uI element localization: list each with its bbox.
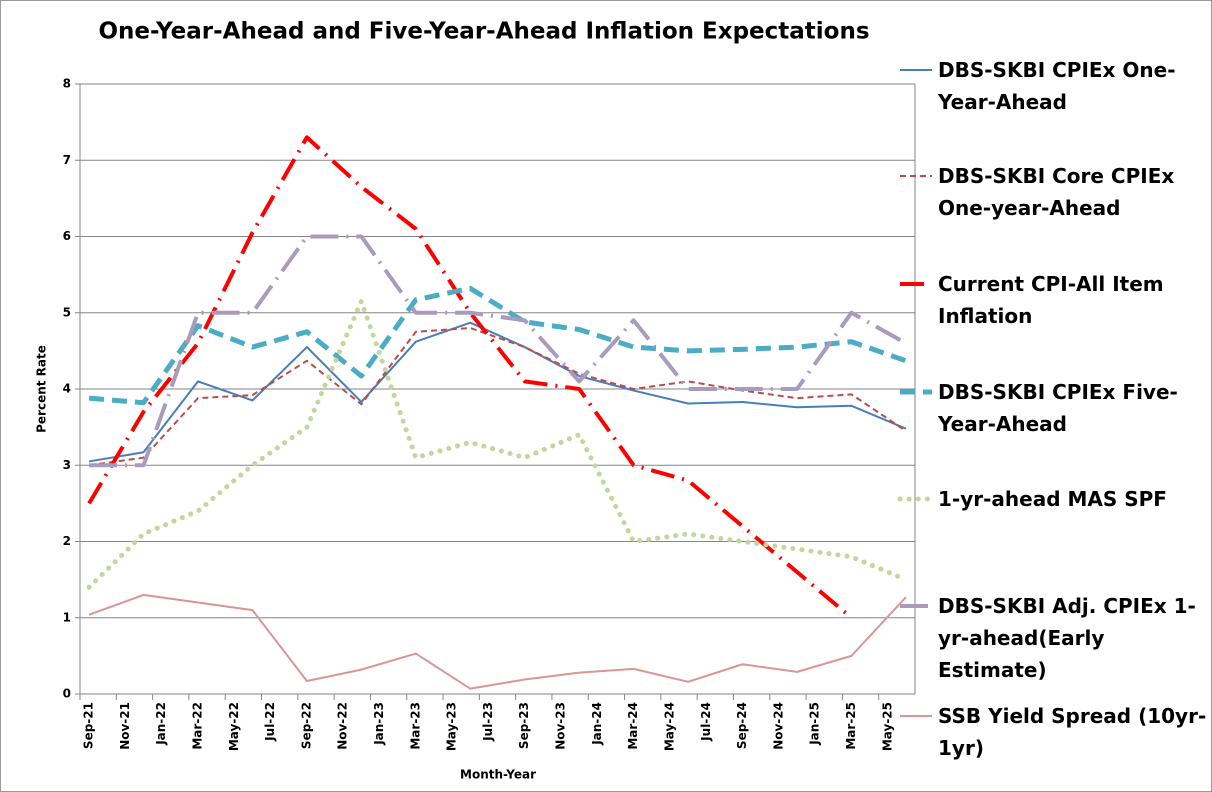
y-tick-label: 8: [63, 77, 71, 91]
x-tick-label: Sep-23: [517, 702, 531, 749]
x-tick-label: May-25: [880, 702, 894, 751]
x-tick-label: Nov-22: [336, 702, 350, 750]
series-line: [88, 321, 907, 463]
x-tick-label: Mar-24: [626, 702, 640, 750]
x-tick-label: Jan-25: [808, 702, 822, 746]
legend-label: SSB Yield Spread (10yr-1yr): [938, 704, 1207, 760]
y-axis-label: Percent Rate: [35, 345, 49, 433]
x-tick-label: May-23: [445, 702, 459, 751]
y-tick-label: 1: [63, 610, 71, 624]
series-line: [86, 298, 909, 590]
series-line: [87, 135, 853, 620]
x-tick-label: Jul-22: [263, 702, 277, 742]
series-line: [88, 593, 907, 690]
legend-label: DBS-SKBI Core CPIEx One-year-Ahead: [938, 164, 1175, 220]
x-tick-label: Sep-21: [82, 702, 96, 749]
x-tick-label: Jan-23: [372, 702, 386, 746]
y-tick-label: 6: [63, 229, 71, 243]
y-tick-label: 3: [63, 458, 71, 472]
x-tick-label: Jan-22: [154, 702, 168, 746]
legend-label: Current CPI-All Item Inflation: [938, 272, 1164, 328]
x-tick-label: Jul-23: [481, 702, 495, 742]
x-tick-label: Sep-22: [299, 702, 313, 749]
y-tick-label: 2: [63, 534, 71, 548]
x-tick-label: Nov-23: [554, 702, 568, 750]
y-tick-label: 5: [63, 305, 71, 319]
legend-label: DBS-SKBI Adj. CPIEx 1-yr-ahead(Early Est…: [938, 594, 1196, 682]
x-tick-label: Jul-24: [699, 702, 713, 742]
x-tick-label: Sep-24: [735, 702, 749, 749]
series-line: [88, 327, 907, 467]
legend-label: DBS-SKBI CPIEx Five-Year-Ahead: [938, 380, 1178, 436]
x-tick-label: Mar-23: [408, 702, 422, 750]
x-tick-label: Jan-24: [590, 702, 604, 746]
y-tick-label: 0: [63, 687, 71, 701]
x-tick-label: Nov-21: [118, 702, 132, 750]
x-tick-label: Mar-22: [190, 702, 204, 750]
x-tick-label: Nov-24: [771, 702, 785, 750]
x-tick-label: Mar-25: [844, 702, 858, 750]
chart-title: One-Year-Ahead and Five-Year-Ahead Infla…: [98, 19, 869, 45]
x-tick-label: May-24: [662, 702, 676, 751]
legend-label: DBS-SKBI CPIEx One-Year-Ahead: [938, 58, 1176, 114]
series-line: [89, 234, 907, 468]
y-tick-label: 7: [63, 153, 71, 167]
y-tick-label: 4: [63, 382, 71, 396]
legend-label: 1-yr-ahead MAS SPF: [938, 487, 1167, 511]
x-axis-label: Month-Year: [460, 768, 536, 782]
x-tick-label: May-22: [227, 702, 241, 751]
series-line: [88, 285, 907, 406]
